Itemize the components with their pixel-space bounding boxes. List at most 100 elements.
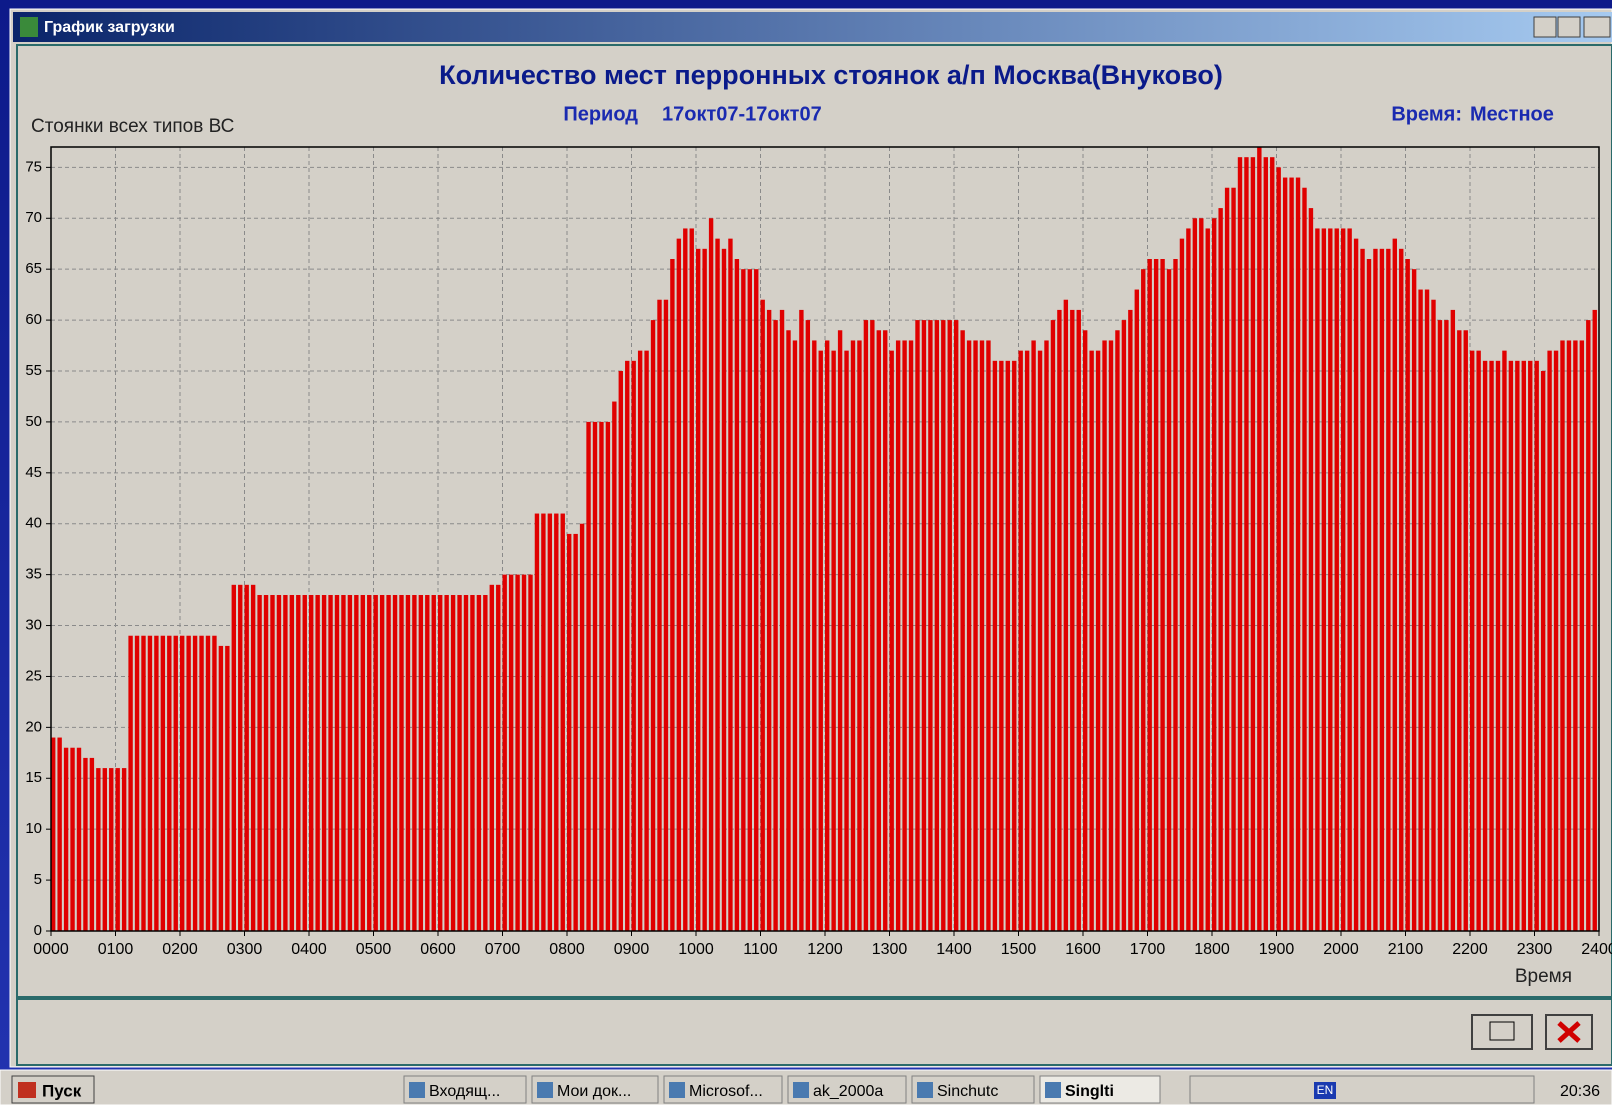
bar (1411, 269, 1417, 931)
bar (863, 320, 869, 931)
task-icon (793, 1082, 809, 1098)
bar (302, 595, 307, 931)
x-tick-label: 1900 (1259, 941, 1295, 958)
bar (1012, 360, 1017, 931)
bar (405, 595, 411, 931)
bar (334, 595, 340, 931)
bar (1044, 340, 1049, 931)
bar (341, 595, 346, 931)
bar (1508, 360, 1514, 931)
bar (238, 584, 243, 931)
bar (1121, 320, 1127, 931)
bar (650, 320, 656, 931)
bar (992, 360, 998, 931)
bar (1244, 157, 1249, 931)
bar (1050, 320, 1056, 931)
bar (786, 330, 791, 932)
print-button[interactable] (1471, 1014, 1533, 1050)
bar (1392, 238, 1397, 932)
x-axis-label: Время (1515, 966, 1572, 987)
task-label: ak_2000a (813, 1083, 883, 1100)
bar (51, 737, 56, 931)
y-axis-label: Стоянки всех типов ВС (31, 116, 234, 137)
bar (1476, 350, 1481, 931)
bar (928, 320, 933, 931)
bar (1457, 330, 1462, 932)
bar (1108, 340, 1114, 931)
period-label: Период (563, 103, 638, 125)
minimize-button[interactable] (1533, 16, 1557, 38)
maximize-button[interactable] (1557, 16, 1581, 38)
bar (263, 595, 269, 931)
bar (496, 584, 501, 931)
bar (1308, 208, 1314, 931)
bar (766, 309, 772, 932)
bar (1063, 299, 1069, 931)
bar (889, 350, 894, 931)
bar (1102, 340, 1107, 931)
bar (1199, 218, 1204, 932)
x-tick-label: 0500 (356, 941, 392, 958)
bar (870, 320, 875, 931)
bar (760, 299, 765, 931)
task-icon (917, 1082, 933, 1098)
bar (1437, 320, 1443, 931)
bar (367, 595, 372, 931)
x-tick-label: 0400 (291, 941, 327, 958)
bar (1018, 350, 1023, 931)
x-tick-label: 1300 (872, 941, 908, 958)
bar (1173, 259, 1178, 931)
bar (1547, 350, 1552, 931)
x-tick-label: 1100 (743, 941, 778, 958)
bar (934, 320, 940, 931)
bar (1450, 309, 1456, 932)
clock: 20:36 (1560, 1083, 1600, 1100)
task-button[interactable] (403, 1075, 527, 1104)
bar (328, 595, 333, 931)
bar (1573, 340, 1578, 931)
bar (205, 635, 211, 931)
bar (225, 645, 230, 931)
bar (1224, 187, 1230, 931)
close-button[interactable] (1583, 16, 1611, 38)
bar (960, 330, 965, 932)
y-tick-label: 55 (25, 362, 42, 379)
bar (966, 340, 972, 931)
bar (418, 595, 424, 931)
bar (592, 421, 598, 931)
x-tick-label: 1400 (936, 941, 972, 958)
bar (470, 595, 475, 931)
y-tick-label: 40 (25, 515, 42, 532)
bar (1399, 248, 1404, 931)
task-icon (669, 1082, 685, 1098)
bar (173, 635, 178, 931)
time-zone: Местное (1470, 103, 1554, 125)
bar (754, 269, 759, 931)
bar (947, 320, 952, 931)
x-tick-label: 2400 (1581, 941, 1612, 958)
bar (321, 595, 327, 931)
bar (102, 768, 107, 931)
bar (1083, 330, 1088, 932)
bar (109, 768, 114, 931)
print-icon (1489, 1021, 1515, 1041)
y-tick-label: 45 (25, 464, 42, 481)
bar (1005, 360, 1010, 931)
bar (1328, 228, 1333, 932)
bar (463, 595, 469, 931)
x-tick-label: 2100 (1388, 941, 1424, 958)
bar (1070, 309, 1075, 932)
bar (921, 320, 927, 931)
bar (599, 421, 604, 931)
y-tick-label: 25 (25, 667, 42, 684)
bar (1360, 248, 1365, 931)
bar (876, 330, 881, 932)
bar (1141, 269, 1146, 931)
bar (1495, 360, 1501, 931)
button-panel (16, 998, 1612, 1066)
bar (1553, 350, 1559, 931)
tray (1189, 1075, 1535, 1104)
x-tick-label: 0900 (614, 941, 650, 958)
y-tick-label: 0 (34, 922, 42, 939)
bar (625, 360, 630, 931)
